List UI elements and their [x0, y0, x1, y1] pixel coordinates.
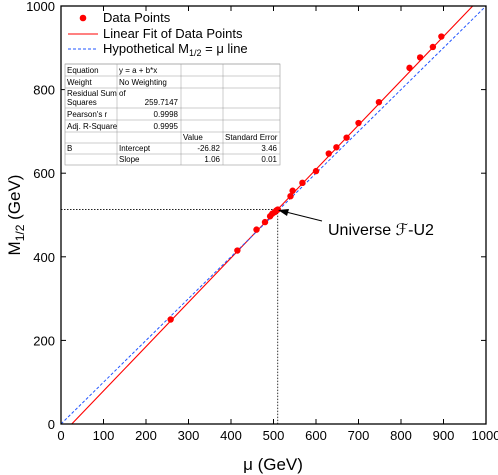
stats-cell: Weight [67, 78, 93, 87]
data-point [299, 179, 306, 187]
y-axis-title-main: M [5, 241, 24, 255]
stats-table-box [64, 63, 281, 166]
annotation-arrowhead [278, 209, 289, 216]
x-tick-label: 200 [135, 428, 157, 443]
data-point [261, 218, 269, 226]
y-tick-label: 400 [33, 250, 55, 265]
stats-cell: 1.06 [204, 155, 220, 164]
data-point [333, 144, 340, 151]
legend-hypothetical-rest: = μ line [202, 41, 248, 56]
fit-statistics-table: Equation y = a + b*x Weight No Weighting Res… [64, 63, 281, 166]
x-tick-label: 600 [305, 428, 327, 443]
y-tick-label: 1000 [26, 0, 55, 14]
x-tick-label: 1000 [472, 428, 498, 443]
x-tick-label: 800 [390, 428, 412, 443]
y-axis-title-unit: (GeV) [5, 175, 24, 225]
y-axis: 0 200 400 600 800 1000 [26, 0, 486, 432]
legend-label-linear-fit: Linear Fit of Data Points [103, 26, 243, 41]
stats-cell: Adj. R-Square [67, 122, 118, 131]
data-point [429, 43, 437, 51]
y-tick-label: 600 [33, 166, 55, 181]
legend-marker-data-points [79, 14, 87, 22]
stats-cell: 259.7147 [145, 98, 179, 107]
data-point [167, 316, 174, 323]
y-axis-title-subscript: 1/2 [13, 224, 27, 241]
data-point [406, 64, 413, 72]
annotation-label: Universe ℱ-U2 [328, 222, 434, 239]
legend-label-hypothetical: Hypothetical M1/2 = μ line [103, 41, 248, 58]
data-point [287, 192, 294, 200]
legend-hypothetical-subscript: 1/2 [189, 48, 202, 58]
stats-cell: 0.01 [261, 155, 277, 164]
stats-cell: Standard Error [225, 133, 278, 142]
y-tick-label: 0 [48, 417, 55, 432]
annotation-universe: Universe ℱ-U2 [278, 209, 434, 239]
stats-cell: B [67, 144, 72, 153]
x-tick-label: 500 [263, 428, 285, 443]
hypothetical-line [61, 6, 486, 424]
stats-cell: Equation [67, 66, 99, 75]
data-point [355, 119, 362, 127]
stats-cell: Value [183, 133, 203, 142]
stats-cell: y = a + b*x [119, 66, 157, 75]
data-point [312, 167, 320, 175]
stats-cell: No Weighting [119, 78, 167, 87]
y-tick-label: 200 [33, 333, 55, 348]
stats-cell: Residual Sum of Squares [67, 89, 126, 107]
data-point [253, 226, 260, 233]
data-markers [167, 33, 445, 323]
data-point [325, 150, 332, 157]
x-tick-label: 400 [220, 428, 242, 443]
x-tick-label: 900 [433, 428, 455, 443]
data-point [438, 33, 445, 40]
legend-label-data-points: Data Points [103, 10, 171, 25]
annotation-arrow-shaft [281, 210, 323, 222]
stats-cell: 0.9995 [154, 122, 179, 131]
data-point [234, 247, 241, 254]
x-tick-label: 300 [178, 428, 200, 443]
x-tick-label: 100 [93, 428, 115, 443]
stats-cell: Slope [119, 155, 140, 164]
data-point [289, 187, 296, 194]
legend: Data Points Linear Fit of Data Points Hy… [68, 10, 248, 58]
y-axis-title: M1/2 (GeV) [5, 175, 27, 256]
data-point [274, 206, 281, 213]
x-axis-title: μ (GeV) [243, 455, 303, 474]
legend-hypothetical-main: Hypothetical M [103, 41, 189, 56]
data-point [375, 98, 383, 106]
x-tick-label: 0 [57, 428, 64, 443]
highlight-guides [61, 209, 279, 424]
x-tick-label: 700 [348, 428, 370, 443]
stats-cell: Intercept [119, 144, 151, 153]
data-point [416, 54, 424, 61]
x-axis: 0 100 200 300 400 500 600 700 800 900 1000 [57, 6, 498, 443]
data-point [343, 134, 350, 141]
y-tick-label: 800 [33, 83, 55, 98]
stats-cell: 3.46 [261, 144, 277, 153]
stats-cell: -26.82 [197, 144, 220, 153]
stats-cell: Pearson's r [67, 110, 108, 119]
stats-cell: 0.9998 [154, 110, 179, 119]
